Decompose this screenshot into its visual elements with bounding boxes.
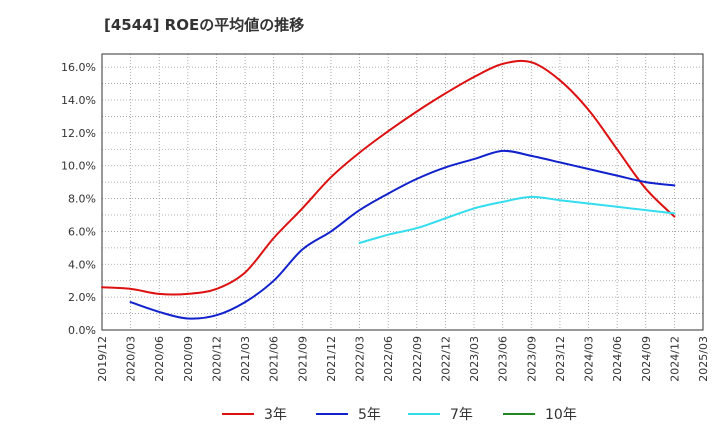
legend-label: 5年	[358, 407, 381, 423]
x-tick-label: 2024/09	[640, 336, 653, 382]
x-tick-label: 2025/03	[697, 336, 710, 382]
x-tick-label: 2023/12	[554, 336, 567, 382]
legend-item-10年: 10年	[503, 407, 577, 423]
legend-item-7年: 7年	[408, 407, 473, 423]
series-line-3年	[101, 59, 676, 296]
legend-item-5年: 5年	[316, 407, 381, 423]
x-tick-label: 2024/12	[668, 336, 681, 382]
x-tick-label: 2022/12	[439, 336, 452, 382]
x-tick-label: 2021/09	[296, 336, 309, 382]
x-tick-label: 2021/06	[268, 336, 281, 382]
chart-title: [4544] ROEの平均値の推移	[104, 16, 305, 34]
y-tick-label: 16.0%	[61, 61, 96, 74]
legend-label: 7年	[450, 407, 473, 423]
y-tick-label: 10.0%	[61, 160, 96, 173]
x-tick-label: 2024/03	[583, 336, 596, 382]
x-tick-label: 2020/06	[153, 336, 166, 382]
x-tick-label: 2019/12	[96, 336, 109, 382]
y-tick-label: 0.0%	[68, 324, 96, 337]
x-tick-label: 2022/09	[411, 336, 424, 382]
y-tick-label: 8.0%	[68, 193, 96, 206]
y-tick-label: 4.0%	[68, 258, 96, 271]
x-tick-label: 2022/03	[354, 336, 367, 382]
x-tick-label: 2023/03	[468, 336, 481, 382]
series-line-7年	[358, 195, 676, 244]
x-tick-label: 2024/06	[611, 336, 624, 382]
y-tick-label: 12.0%	[61, 127, 96, 140]
y-tick-label: 6.0%	[68, 225, 96, 238]
legend-item-3年: 3年	[222, 407, 287, 423]
x-tick-label: 2022/06	[382, 336, 395, 382]
legend-label: 3年	[264, 407, 287, 423]
x-tick-label: 2023/06	[497, 336, 510, 382]
y-tick-label: 14.0%	[61, 94, 96, 107]
series-line-5年	[129, 149, 676, 320]
plot-frame	[101, 53, 704, 331]
x-tick-label: 2023/09	[525, 336, 538, 382]
x-tick-label: 2021/12	[325, 336, 338, 382]
x-tick-label: 2020/03	[125, 336, 138, 382]
x-tick-label: 2020/12	[210, 336, 223, 382]
legend-label: 10年	[545, 407, 577, 423]
x-tick-label: 2020/09	[182, 336, 195, 382]
y-tick-label: 2.0%	[68, 291, 96, 304]
x-tick-label: 2021/03	[239, 336, 252, 382]
